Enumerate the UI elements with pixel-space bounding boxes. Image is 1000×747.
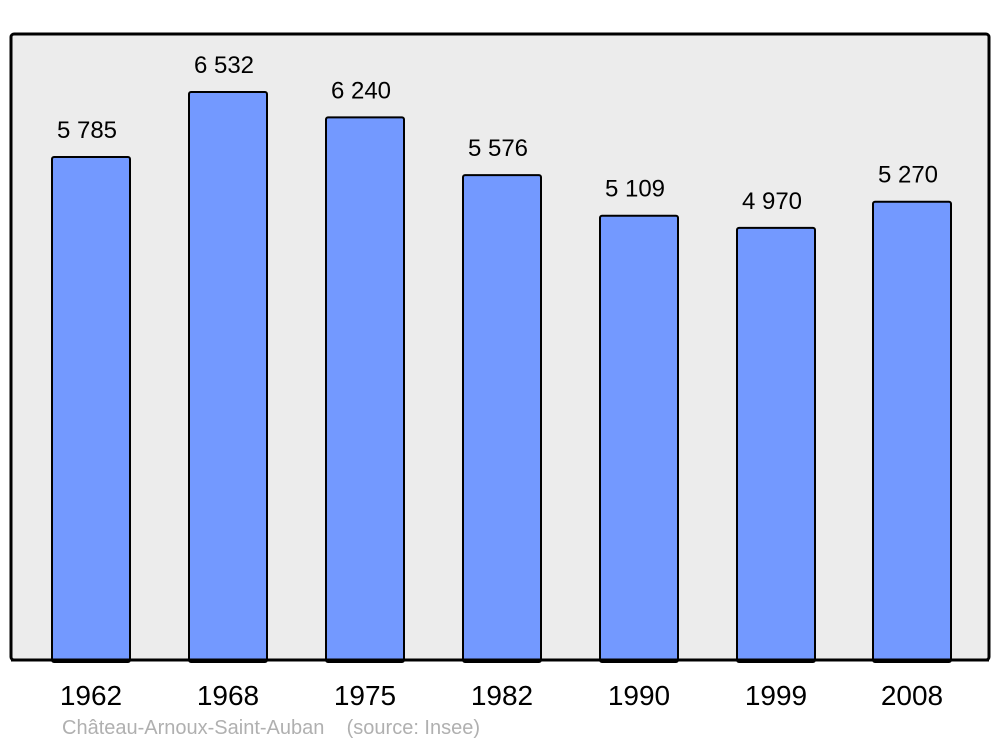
- caption-place: Château-Arnoux-Saint-Auban: [62, 717, 325, 739]
- value-label-1962: 5 785: [57, 117, 117, 144]
- bar-1975: [325, 116, 405, 664]
- value-label-1968: 6 532: [194, 52, 254, 79]
- x-tick-label-1962: 1962: [60, 680, 122, 711]
- value-label-1975: 6 240: [331, 77, 391, 104]
- x-tick-labels-group: 1962 1968 1975 1982 1990 1999 2008: [60, 680, 943, 711]
- value-label-1982: 5 576: [468, 135, 528, 162]
- caption-source: (source: Insee): [346, 717, 481, 739]
- value-labels-group: 5 785 6 532 6 240 5 576 5 109 4 970 5 270: [57, 52, 938, 215]
- x-tick-label-1982: 1982: [471, 680, 533, 711]
- x-tick-label-1999: 1999: [745, 680, 807, 711]
- chart-caption: Château-Arnoux-Saint-Auban (source: Inse…: [62, 717, 480, 740]
- bar-1982: [462, 174, 542, 663]
- bar-2008: [872, 200, 952, 663]
- value-label-1990: 5 109: [605, 176, 665, 203]
- bar-1999: [736, 226, 816, 663]
- value-label-1999: 4 970: [742, 188, 802, 215]
- x-tick-label-1975: 1975: [334, 680, 396, 711]
- bar-1962: [51, 155, 131, 664]
- bars-group: [51, 91, 952, 664]
- x-tick-label-1990: 1990: [608, 680, 670, 711]
- x-tick-label-2008: 2008: [881, 680, 943, 711]
- value-label-2008: 5 270: [878, 162, 938, 189]
- bar-1990: [599, 214, 679, 663]
- bar-1968: [188, 91, 268, 663]
- x-tick-label-1968: 1968: [197, 680, 259, 711]
